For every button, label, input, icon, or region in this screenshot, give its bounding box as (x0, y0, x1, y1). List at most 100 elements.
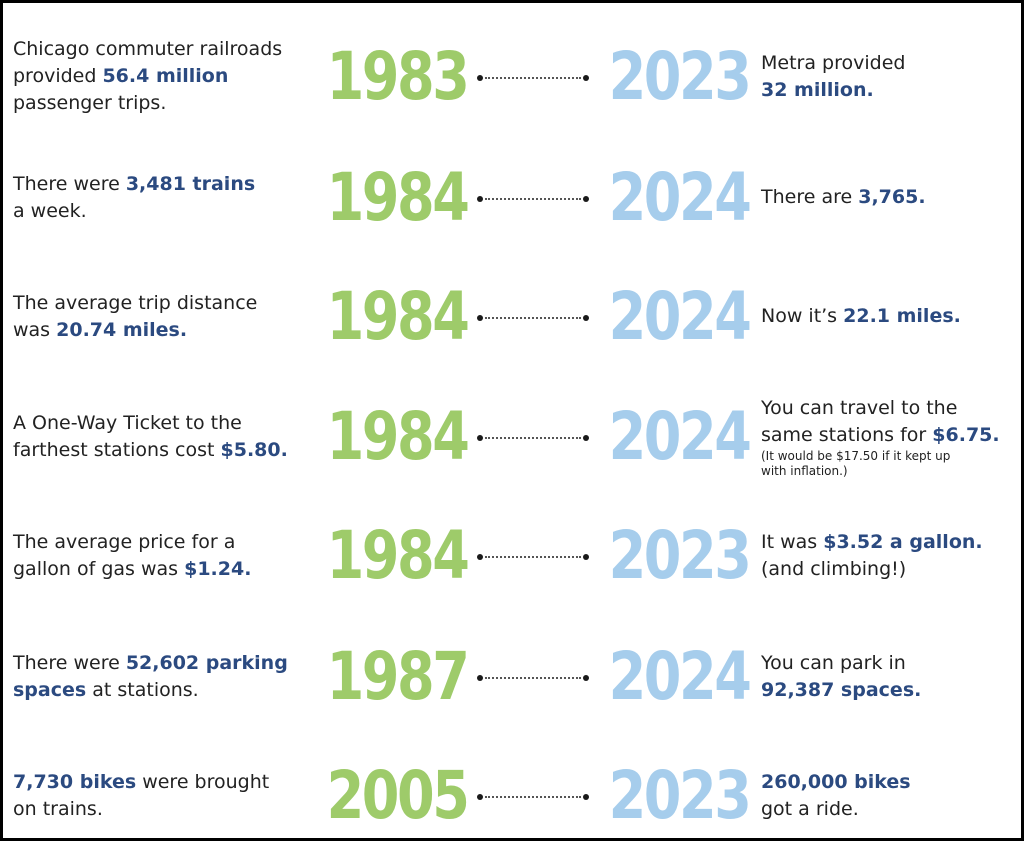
year-then: 1984 (326, 278, 470, 355)
year-then: 1987 (326, 638, 470, 715)
then-line: There were 52,602 parking (13, 650, 333, 677)
now-text-plain: same stations for (761, 423, 933, 446)
year-now: 2023 (608, 757, 752, 834)
year-then: 1984 (326, 398, 470, 475)
then-text-plain: farthest stations cost (13, 438, 221, 461)
dotted-connector (477, 554, 589, 560)
comparison-row-passenger-trips: Chicago commuter railroads provided 56.4… (3, 17, 1021, 136)
year-now: 2023 (608, 38, 752, 115)
then-text: A One-Way Ticket to the farthest station… (13, 377, 333, 496)
comparison-row-gas-price: The average price for a gallon of gas wa… (3, 496, 1021, 615)
then-line: farthest stations cost $5.80. (13, 437, 333, 464)
then-line: Chicago commuter railroads (13, 38, 283, 60)
now-line: Metra provided (761, 51, 906, 74)
now-line: same stations for $6.75. (761, 422, 1019, 449)
now-line: You can travel to the (761, 396, 958, 419)
then-line: was 20.74 miles. (13, 317, 333, 344)
dotted-connector (477, 315, 589, 321)
then-line: The average price for a (13, 530, 236, 553)
dotted-connector (477, 196, 589, 202)
now-text: Metra provided 32 million. (761, 17, 1019, 136)
connector-line (485, 796, 581, 798)
now-highlight: 32 million. (761, 78, 874, 101)
now-highlight: 260,000 bikes (761, 770, 911, 793)
then-text-plain: provided (13, 65, 103, 87)
now-text: You can travel to the same stations for … (761, 377, 1019, 496)
now-line: Now it’s 22.1 miles. (761, 303, 1019, 330)
inflation-note: (It would be $17.50 if it kept up (761, 448, 951, 463)
year-then: 1984 (326, 159, 470, 236)
year-then: 2005 (326, 757, 470, 834)
comparison-row-ticket-price: A One-Way Ticket to the farthest station… (3, 377, 1021, 496)
now-text: There are 3,765. (761, 138, 1019, 257)
then-text: The average trip distance was 20.74 mile… (13, 257, 333, 376)
now-text-plain: Now it’s (761, 305, 844, 327)
then-text-plain: at stations. (86, 678, 199, 701)
connector-dot (583, 794, 589, 800)
connector-dot (477, 794, 483, 800)
connector-line (485, 437, 581, 439)
dotted-connector (477, 675, 589, 681)
connector-dot (477, 315, 483, 321)
then-text: There were 52,602 parking spaces at stat… (13, 617, 333, 736)
now-text: You can park in 92,387 spaces. (761, 617, 1019, 736)
now-highlight: $3.52 a gallon. (823, 530, 983, 553)
then-line: A One-Way Ticket to the (13, 411, 242, 434)
connector-dot (477, 435, 483, 441)
then-highlight: 7,730 bikes (13, 770, 137, 793)
dotted-connector (477, 435, 589, 441)
dotted-connector (477, 75, 589, 81)
then-text-plain: was (13, 318, 57, 341)
connector-line (485, 77, 581, 79)
connector-line (485, 198, 581, 200)
now-highlight: 92,387 spaces. (761, 678, 922, 701)
year-now: 2024 (608, 398, 752, 475)
now-line: There are 3,765. (761, 184, 1019, 211)
then-text-plain: were brought (136, 770, 270, 793)
then-highlight: $1.24. (184, 557, 252, 580)
comparison-row-bikes: 7,730 bikes were brought on trains. 2005… (3, 736, 1021, 855)
then-line: a week. (13, 199, 87, 222)
connector-dot (583, 675, 589, 681)
then-line: spaces at stations. (13, 677, 333, 704)
then-line: 7,730 bikes were brought (13, 769, 333, 796)
connector-line (485, 556, 581, 558)
then-text: 7,730 bikes were brought on trains. (13, 736, 333, 855)
connector-line (485, 317, 581, 319)
then-text-plain: gallon of gas was (13, 557, 185, 580)
then-text-plain: There were (13, 651, 126, 674)
then-text-plain: There were (13, 172, 126, 195)
then-highlight: 20.74 miles. (56, 318, 188, 341)
now-text: 260,000 bikes got a ride. (761, 736, 1019, 855)
connector-dot (583, 554, 589, 560)
now-highlight: 22.1 miles. (843, 305, 961, 327)
then-highlight: 52,602 parking (125, 651, 288, 674)
year-now: 2024 (608, 159, 752, 236)
now-text-plain: There are (761, 186, 859, 208)
dotted-connector (477, 794, 589, 800)
then-line: on trains. (13, 797, 103, 820)
then-line: There were 3,481 trains (13, 171, 333, 198)
connector-dot (583, 75, 589, 81)
inflation-note: with inflation.) (761, 463, 848, 478)
now-text-plain: It was (761, 530, 824, 553)
connector-line (485, 677, 581, 679)
then-line: passenger trips. (13, 92, 167, 114)
now-text: It was $3.52 a gallon. (and climbing!) (761, 496, 1019, 615)
now-line: got a ride. (761, 797, 859, 820)
now-line: You can park in (761, 651, 906, 674)
comparison-row-trains: There were 3,481 trains a week. 1984 202… (3, 138, 1021, 257)
connector-dot (477, 75, 483, 81)
now-text: Now it’s 22.1 miles. (761, 257, 1019, 376)
now-highlight: $6.75. (932, 423, 1000, 446)
connector-dot (583, 435, 589, 441)
connector-dot (583, 315, 589, 321)
year-then: 1983 (326, 38, 470, 115)
then-text: There were 3,481 trains a week. (13, 138, 333, 257)
then-line: provided 56.4 million (13, 63, 333, 90)
now-line: It was $3.52 a gallon. (761, 529, 1019, 556)
then-highlight: spaces (13, 678, 87, 701)
then-text: Chicago commuter railroads provided 56.4… (13, 17, 333, 136)
connector-dot (477, 554, 483, 560)
